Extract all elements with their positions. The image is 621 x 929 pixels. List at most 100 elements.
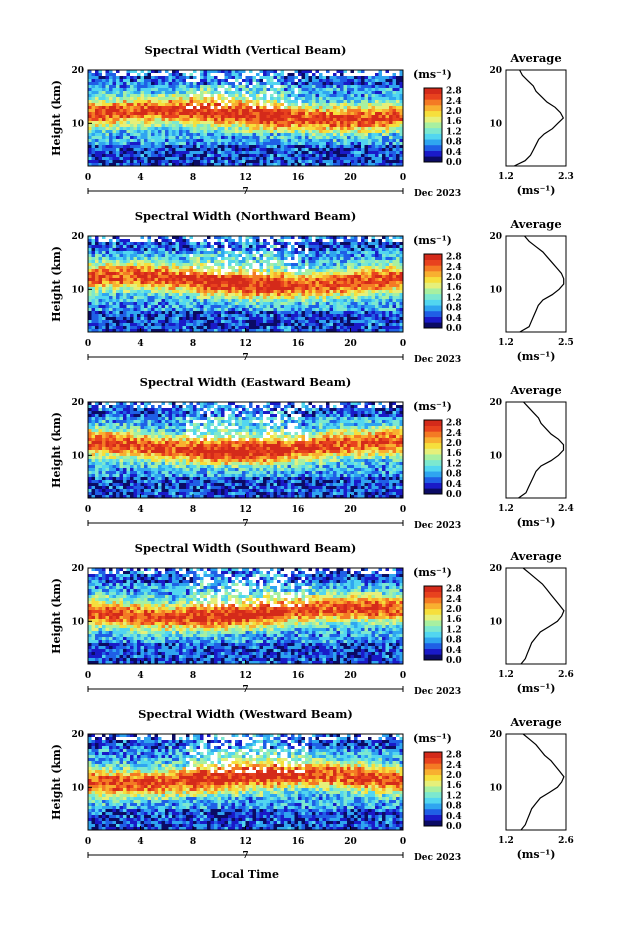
heatmap-cell bbox=[207, 302, 211, 306]
heatmap-cell bbox=[144, 323, 148, 327]
heatmap-cell bbox=[217, 109, 222, 113]
heatmap-cell bbox=[340, 109, 344, 113]
heatmap-cell bbox=[214, 308, 218, 312]
heatmap-cell bbox=[133, 145, 138, 149]
heatmap-cell bbox=[200, 260, 204, 264]
heatmap-cell bbox=[196, 154, 201, 158]
heatmap-cell bbox=[140, 260, 145, 264]
heatmap-cell bbox=[175, 293, 180, 297]
heatmap-cell bbox=[151, 91, 155, 95]
heatmap-cell bbox=[245, 157, 250, 161]
heatmap-cell bbox=[88, 79, 92, 83]
heatmap-cell bbox=[305, 160, 309, 164]
heatmap-cell bbox=[249, 124, 253, 128]
heatmap-cell bbox=[375, 160, 379, 164]
heatmap-cell bbox=[270, 317, 274, 321]
heatmap-cell bbox=[193, 269, 197, 273]
heatmap-cell bbox=[263, 157, 267, 161]
heatmap-cell bbox=[238, 163, 243, 167]
heatmap-cell bbox=[102, 302, 106, 306]
heatmap-cell bbox=[315, 163, 320, 167]
heatmap-cell bbox=[109, 248, 113, 252]
heatmap-cell bbox=[343, 130, 348, 134]
heatmap-cell bbox=[210, 287, 215, 291]
heatmap-cell bbox=[102, 85, 106, 89]
heatmap-cell bbox=[294, 296, 299, 300]
heatmap-cell bbox=[119, 115, 124, 119]
heatmap-cell bbox=[186, 82, 190, 86]
heatmap-cell bbox=[263, 94, 267, 98]
heatmap-cell bbox=[291, 73, 295, 77]
heatmap-cell bbox=[144, 157, 148, 161]
heatmap-cell bbox=[382, 79, 386, 83]
heatmap-cell bbox=[214, 287, 218, 291]
heatmap-cell bbox=[88, 269, 92, 273]
heatmap-cell bbox=[343, 82, 348, 86]
heatmap-cell bbox=[98, 320, 103, 324]
heatmap-cell bbox=[175, 299, 180, 303]
heatmap-cell bbox=[305, 157, 309, 161]
heatmap-cell bbox=[238, 278, 243, 282]
heatmap-cell bbox=[228, 305, 232, 309]
heatmap-cell bbox=[350, 124, 355, 128]
heatmap-cell bbox=[354, 106, 358, 110]
heatmap-cell bbox=[210, 70, 215, 74]
heatmap-cell bbox=[165, 121, 169, 125]
heatmap-cell bbox=[242, 242, 246, 246]
heatmap-cell bbox=[333, 79, 337, 83]
heatmap-cell bbox=[186, 281, 190, 285]
heatmap-cell bbox=[88, 73, 92, 77]
heatmap-cell bbox=[224, 251, 229, 255]
heatmap-cell bbox=[123, 263, 127, 267]
heatmap-cell bbox=[263, 320, 267, 324]
heatmap-cell bbox=[336, 136, 341, 140]
heatmap-cell bbox=[137, 133, 141, 137]
heatmap-cell bbox=[322, 160, 327, 164]
heatmap-cell bbox=[175, 278, 180, 282]
heatmap-cell bbox=[256, 275, 260, 279]
heatmap-cell bbox=[385, 127, 390, 131]
heatmap-cell bbox=[95, 79, 99, 83]
heatmap-cell bbox=[102, 323, 106, 327]
heatmap-cell bbox=[95, 284, 99, 288]
heatmap-cell bbox=[259, 112, 264, 116]
heatmap-cell bbox=[298, 70, 302, 74]
heatmap-cell bbox=[133, 269, 138, 273]
heatmap-cell bbox=[172, 299, 176, 303]
heatmap-cell bbox=[245, 281, 250, 285]
heatmap-cell bbox=[249, 248, 253, 252]
heatmap-cell bbox=[266, 97, 271, 101]
heatmap-cell bbox=[266, 257, 271, 261]
heatmap-cell bbox=[252, 275, 257, 279]
heatmap-cell bbox=[119, 70, 124, 74]
heatmap-cell bbox=[105, 236, 110, 240]
heatmap-cell bbox=[322, 82, 327, 86]
heatmap-cell bbox=[315, 124, 320, 128]
heatmap-cell bbox=[168, 278, 173, 282]
heatmap-cell bbox=[137, 142, 141, 146]
heatmap-cell bbox=[161, 296, 166, 300]
heatmap-cell bbox=[186, 272, 190, 276]
heatmap-cell bbox=[165, 314, 169, 318]
heatmap-cell bbox=[238, 121, 243, 125]
heatmap-cell bbox=[315, 103, 320, 107]
heatmap-cell bbox=[284, 260, 288, 264]
heatmap-cell bbox=[189, 73, 194, 77]
heatmap-cell bbox=[186, 293, 190, 297]
heatmap-cell bbox=[203, 115, 208, 119]
heatmap-cell bbox=[88, 323, 92, 327]
heatmap-cell bbox=[256, 272, 260, 276]
heatmap-cell bbox=[154, 272, 159, 276]
heatmap-cell bbox=[98, 305, 103, 309]
heatmap-cell bbox=[109, 314, 113, 318]
heatmap-cell bbox=[392, 142, 397, 146]
heatmap-cell bbox=[298, 85, 302, 89]
heatmap-cell bbox=[245, 154, 250, 158]
heatmap-cell bbox=[305, 142, 309, 146]
heatmap-cell bbox=[364, 160, 369, 164]
y-axis-label: Height (km) bbox=[50, 80, 63, 156]
heatmap-cell bbox=[340, 142, 344, 146]
heatmap-cell bbox=[123, 94, 127, 98]
heatmap-cell bbox=[315, 70, 320, 74]
heatmap-cell bbox=[361, 73, 365, 77]
